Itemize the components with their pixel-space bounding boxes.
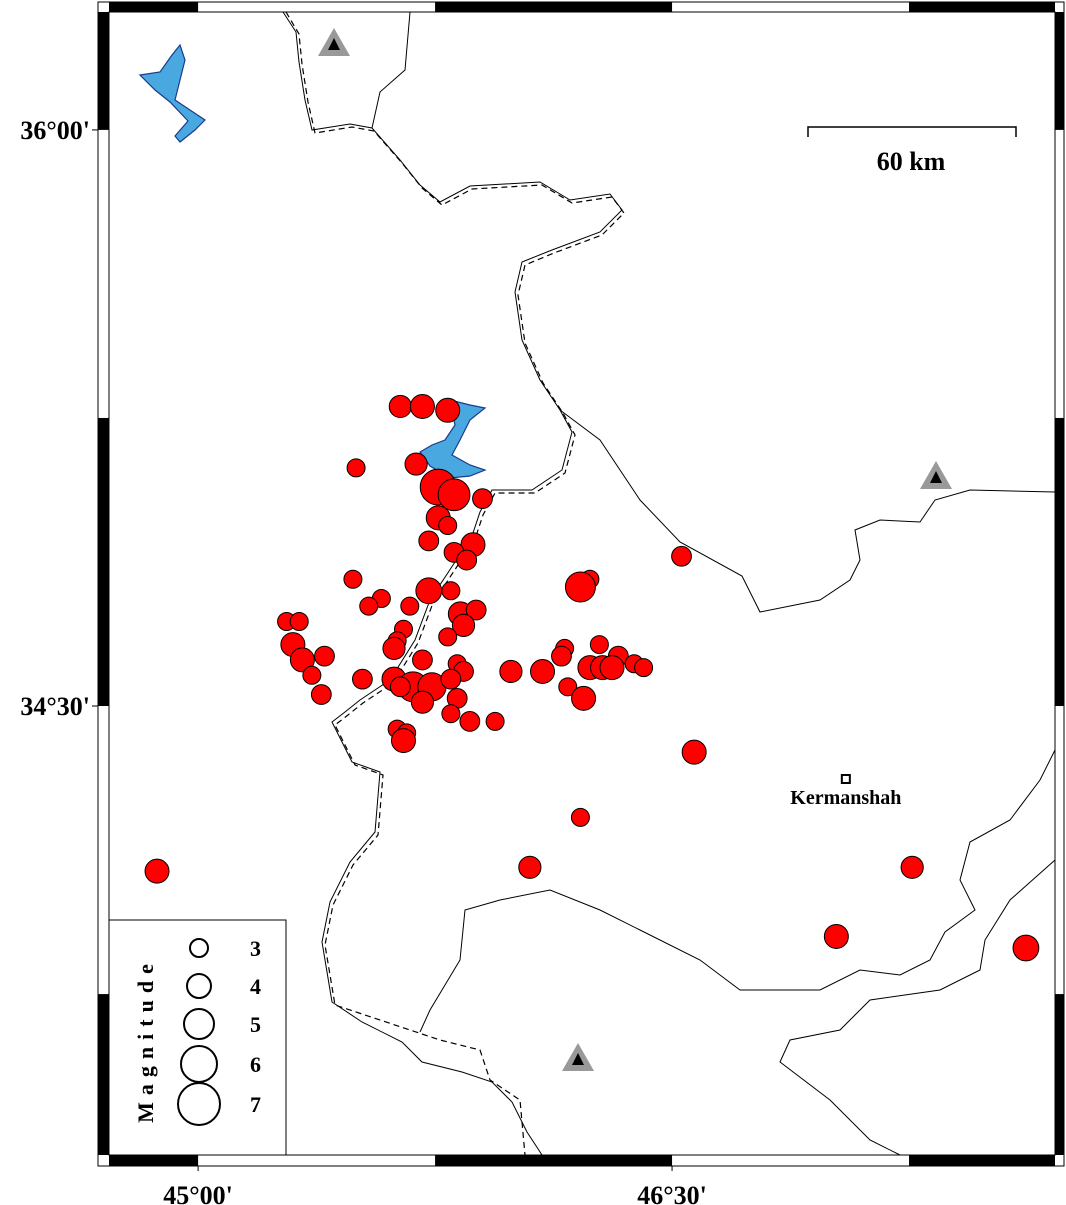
legend-label: 4 <box>250 974 261 999</box>
earthquake <box>435 397 461 423</box>
frame-bar <box>98 12 109 130</box>
earthquake <box>438 627 458 647</box>
earthquake <box>310 684 332 705</box>
earthquake <box>418 530 440 552</box>
earthquake <box>451 613 476 637</box>
border <box>282 11 623 1156</box>
frame-bar <box>1055 12 1064 130</box>
border <box>419 749 1056 1033</box>
x-tick-label: 45°00' <box>163 1181 233 1205</box>
legend-symbol <box>177 1082 221 1126</box>
map-frame <box>92 1 1065 1171</box>
legend-symbol <box>183 1008 215 1040</box>
earthquake <box>400 596 420 616</box>
scale-bar <box>807 126 1017 137</box>
earthquake <box>438 516 458 536</box>
legend-label: 5 <box>250 1012 261 1037</box>
frame-bar <box>109 2 199 12</box>
earthquake <box>359 596 379 616</box>
earthquake <box>346 458 366 478</box>
city-label: Kermanshah <box>790 787 901 809</box>
earthquake <box>410 690 435 714</box>
earthquake <box>441 581 461 601</box>
earthquake <box>389 676 411 698</box>
earthquake <box>302 665 322 685</box>
earthquake <box>571 685 597 711</box>
earthquake <box>459 710 481 732</box>
border <box>779 859 1056 1156</box>
frame-bar <box>909 2 1055 12</box>
frame-bar <box>98 417 109 707</box>
earthquake <box>499 659 523 684</box>
station <box>920 461 952 489</box>
legend-label: 3 <box>250 936 261 961</box>
earthquake <box>388 394 412 419</box>
earthquake <box>518 855 542 879</box>
earthquake <box>390 728 416 754</box>
earthquake <box>456 549 478 571</box>
y-tick-label: 36°00' <box>20 116 90 145</box>
earthquake <box>472 488 493 510</box>
earthquake <box>900 855 924 879</box>
legend-label: 6 <box>250 1052 261 1077</box>
earthquake <box>570 807 590 827</box>
earthquake <box>441 704 461 724</box>
lake <box>419 399 487 479</box>
earthquake <box>530 658 556 684</box>
earthquake <box>382 636 406 661</box>
earthquake <box>343 569 363 589</box>
legend-title: Magnitude <box>133 957 158 1123</box>
earthquake <box>681 739 707 765</box>
station <box>562 1043 594 1071</box>
international-border <box>285 11 625 1156</box>
earthquake <box>352 668 373 690</box>
earthquake <box>671 545 692 567</box>
earthquake <box>440 668 462 690</box>
scale-bar-label: 60 km <box>877 147 946 176</box>
earthquake <box>404 452 428 476</box>
station <box>318 28 350 56</box>
earthquake <box>599 655 625 681</box>
frame-bar <box>109 1155 199 1166</box>
frame-bar <box>1055 417 1064 707</box>
earthquake <box>409 393 435 419</box>
frame-bar <box>435 2 673 12</box>
border <box>559 409 1056 613</box>
earthquake <box>289 647 315 673</box>
earthquake <box>485 711 505 731</box>
legend-symbol <box>189 938 209 958</box>
earthquake <box>465 599 487 621</box>
earthquake <box>144 858 170 884</box>
frame-bar <box>909 1155 1055 1166</box>
y-tick-label: 34°30' <box>20 692 90 721</box>
frame-bar <box>1055 994 1064 1155</box>
earthquake <box>551 645 572 667</box>
city-marker <box>840 773 851 784</box>
earthquake <box>289 612 309 632</box>
earthquake <box>437 478 471 512</box>
earthquake <box>564 571 596 603</box>
legend: 3 4 5 6 7 <box>177 936 261 1126</box>
legend-label: 7 <box>250 1092 261 1117</box>
earthquake <box>314 645 335 667</box>
x-tick-label: 46°30' <box>637 1181 707 1205</box>
earthquake <box>589 635 609 655</box>
legend-box <box>108 919 287 1156</box>
legend-symbol <box>186 973 212 999</box>
events <box>144 393 1040 962</box>
lake <box>138 43 206 143</box>
earthquake <box>823 923 849 949</box>
frame-bar <box>435 1155 673 1166</box>
border <box>371 11 411 129</box>
earthquake <box>415 577 443 605</box>
earthquake <box>634 658 654 678</box>
frame-bar <box>98 994 109 1155</box>
earthquake <box>558 677 578 697</box>
earthquake <box>1012 934 1040 962</box>
earthquake <box>412 649 433 671</box>
